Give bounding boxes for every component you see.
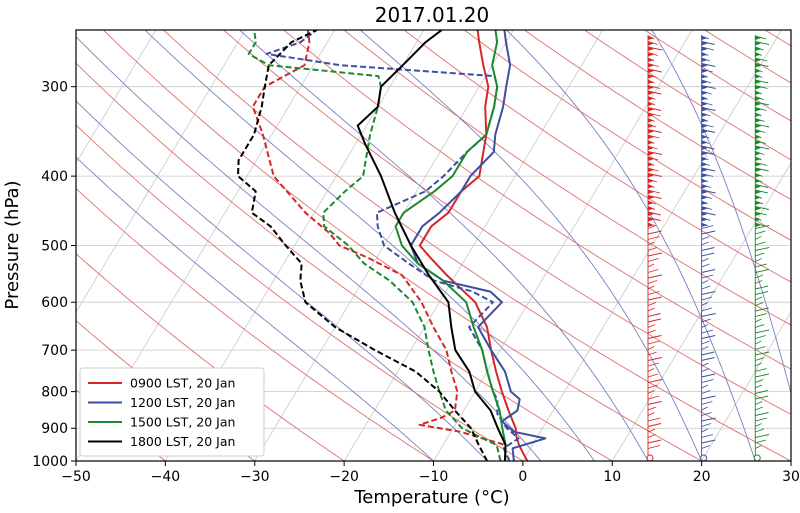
profile-lines [237,30,547,461]
x-tick-label: 10 [603,469,621,485]
wind-barb-column-1 [646,35,663,461]
moist-adiabat [359,30,703,461]
x-axis-label: Temperature (°C) [353,487,509,508]
wind-barbs [646,35,770,461]
legend-label-2: 1200 LST, 20 Jan [130,395,235,410]
chart-title: 2017.01.20 [375,3,490,27]
isotherm-gridline [76,30,246,313]
legend-label-1: 0900 LST, 20 Jan [130,376,235,391]
dry-adiabat [76,124,524,461]
dry-adiabat [764,30,791,47]
legend: 0900 LST, 20 Jan 1200 LST, 20 Jan 1500 LST… [79,367,265,457]
x-tick-label: −40 [151,469,181,485]
moist-adiabat [144,30,595,461]
y-tick-label: 800 [41,385,68,401]
dry-adiabat [76,253,345,461]
x-tick-label: −30 [240,469,270,485]
moist-adiabat [505,30,756,461]
y-axis-label: Pressure (hPa) [2,180,23,309]
dry-adiabat [76,62,613,461]
isotherm-gridline [790,460,791,461]
legend-box [79,367,265,457]
y-tick-label: 600 [41,295,68,311]
moist-adiabat [76,156,434,461]
moist-adiabat [238,30,649,461]
isotherm-gridline [343,30,604,461]
dry-adiabat [403,30,791,283]
dry-adiabat [583,30,791,161]
dewpoint-line-4 [237,30,488,461]
y-tick-label: 700 [41,343,68,359]
dry-adiabat [102,30,702,461]
x-tick-label: 0 [518,469,527,485]
isotherm-gridline [611,162,791,461]
temperature-line-3 [394,30,507,461]
moist-adiabat [76,100,488,461]
y-axis-ticks: 1000 900 800 700 600 500 400 300 [32,80,76,470]
x-tick-label: 20 [693,469,711,485]
isotherm-gridline [76,30,157,164]
y-tick-label: 400 [41,169,68,185]
x-tick-label: 30 [782,469,800,485]
dry-adiabat [76,187,434,461]
background-lines [76,30,791,461]
wind-barb-column-2 [700,35,716,461]
dry-adiabat [523,30,791,201]
y-tick-label: 1000 [32,454,68,470]
dry-adiabat [283,30,791,370]
x-tick-label: −20 [329,469,359,485]
x-axis-ticks: −50 −40 −30 −20 −10 0 10 20 30 [61,461,800,485]
x-tick-label: −10 [419,469,449,485]
legend-label-4: 1800 LST, 20 Jan [130,434,235,449]
y-tick-label: 900 [41,421,68,437]
y-tick-label: 300 [41,80,68,96]
dewpoint-line-3 [247,30,502,461]
temperature-line-4 [356,30,507,461]
isotherm-gridline [522,30,782,461]
temperature-line-1 [418,30,529,461]
dry-adiabat [223,30,791,415]
legend-label-3: 1500 LST, 20 Jan [130,415,235,430]
isotherm-gridline [433,30,693,461]
moist-adiabat [651,30,791,395]
dewpoint-line-1 [251,30,507,461]
x-tick-label: −50 [61,469,91,485]
moist-adiabat [76,36,542,461]
wind-barb-column-3 [753,35,770,461]
y-tick-label: 500 [41,239,68,255]
dry-adiabat [463,30,791,241]
